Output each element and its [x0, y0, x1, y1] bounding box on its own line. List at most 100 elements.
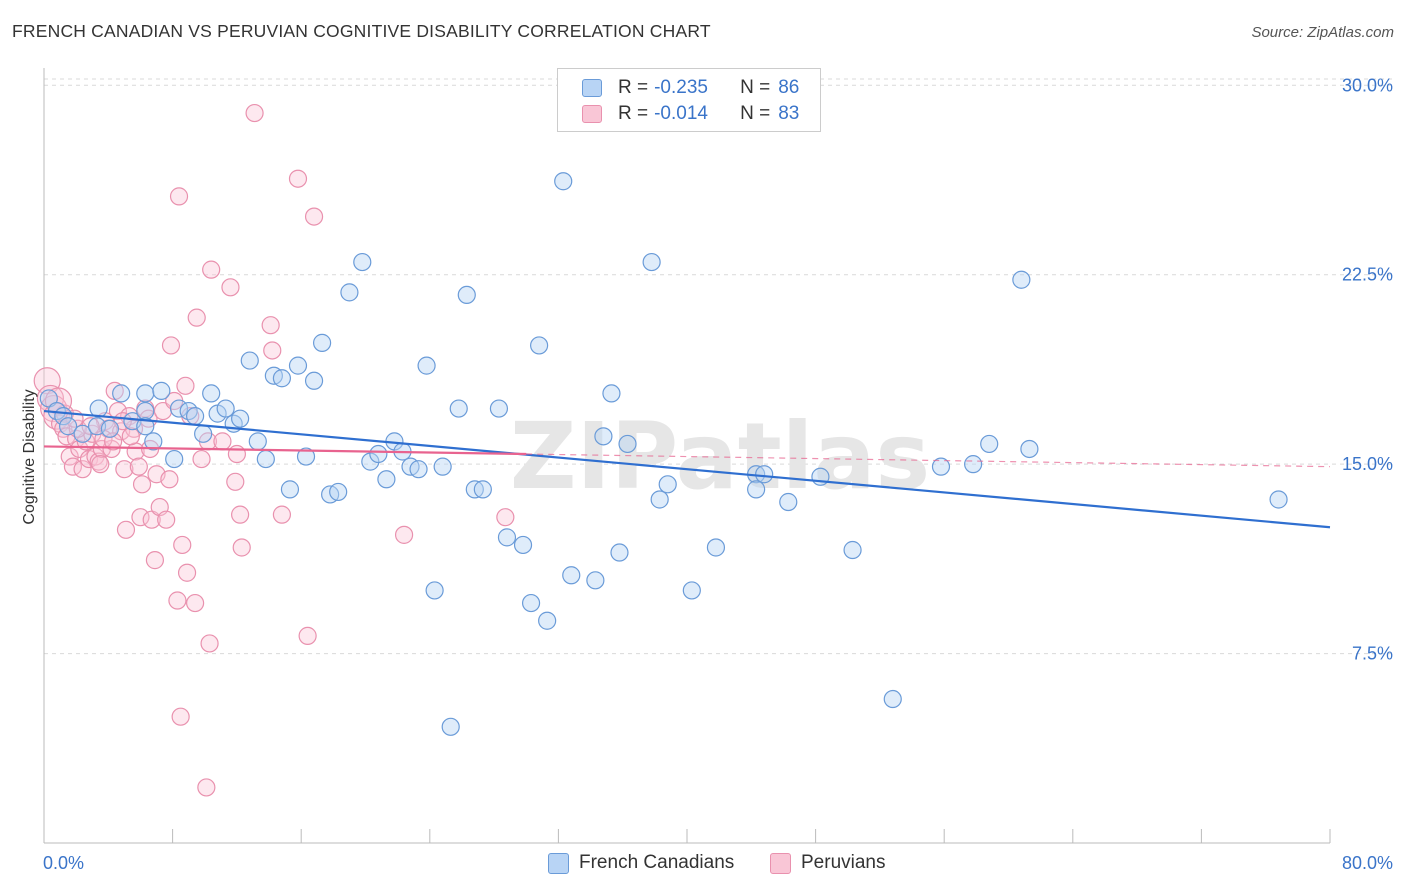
french-canadian-point [202, 384, 221, 403]
french-canadian-point [489, 399, 509, 418]
y-axis-label: Cognitive Disability [21, 389, 38, 524]
french-canadian-point [59, 417, 78, 436]
legend-swatch-blue [548, 852, 569, 874]
peruvian-point [221, 278, 240, 297]
peruvian-point [496, 508, 515, 527]
trend-line-peruvians [43, 445, 527, 456]
y-tick-label: 30.0% [1342, 75, 1393, 95]
peruvian-point [145, 551, 165, 570]
peruvian-point [115, 460, 134, 479]
french-canadian-point [136, 401, 155, 421]
french-canadian-point [610, 543, 629, 562]
french-canadian-point [530, 336, 549, 355]
peruvian-point [116, 520, 136, 539]
legend-item-french-canadians: French Canadians [548, 852, 734, 874]
peruvian-point [226, 472, 245, 491]
french-canadian-point [280, 480, 300, 499]
french-canadian-point [457, 285, 476, 304]
french-canadian-point [136, 417, 155, 436]
peruvian-point [245, 103, 264, 123]
french-canadian-point [186, 407, 205, 426]
french-canadian-point [755, 465, 774, 484]
french-canadian-point [369, 444, 388, 464]
peruvian-point [186, 593, 205, 613]
peruvian-point [121, 427, 140, 446]
watermark: ZIPatlas [510, 403, 930, 510]
french-canadian-point [1012, 270, 1031, 289]
data-points [33, 86, 1288, 797]
peruvian-point [202, 260, 221, 279]
source-label: Source: ZipAtlas.com [1251, 24, 1394, 41]
legend-label: French Canadians [579, 852, 735, 873]
french-canadian-point [602, 384, 621, 403]
peruvian-point [200, 634, 219, 653]
n-label: N = [740, 77, 771, 98]
r-label: R = [618, 77, 649, 98]
french-canadian-point [304, 371, 324, 390]
french-canadian-point [931, 457, 951, 476]
peruvian-point [160, 470, 179, 489]
peruvian-point [73, 460, 92, 479]
french-canadian-point [433, 457, 452, 476]
peruvian-point [60, 447, 79, 466]
french-canadian-point [658, 475, 677, 494]
french-canadian-point [521, 593, 541, 613]
x-tick-label: 80.0% [1342, 853, 1393, 873]
french-canadian-point [248, 432, 267, 451]
legend-row-french-canadians: R = -0.235 N = 86 [582, 77, 799, 99]
peruvian-point [171, 707, 190, 726]
french-canadian-point [73, 424, 92, 443]
peruvian-point [173, 535, 192, 555]
french-canadian-point [296, 447, 316, 466]
french-canadian-point [747, 480, 766, 499]
french-canadian-point [231, 409, 250, 428]
french-canadian-point [312, 333, 332, 352]
french-canadian-point [165, 449, 184, 469]
french-canadian-point [964, 455, 983, 474]
french-canadian-point [682, 581, 701, 600]
peruvian-point [272, 505, 292, 524]
peruvian-point [161, 336, 181, 355]
peruvian-point [263, 341, 282, 360]
french-canadian-point [594, 427, 613, 446]
french-canadian-point [216, 399, 235, 418]
french-canadian-point [240, 351, 259, 370]
french-canadian-point [980, 434, 999, 454]
french-canadian-point [144, 432, 163, 451]
french-canadian-point [706, 538, 726, 557]
peruvian-point [177, 563, 197, 582]
french-canadian-point [194, 424, 213, 443]
legend-swatch-blue [582, 79, 602, 97]
n-value: 86 [778, 77, 800, 98]
peruvian-point [394, 525, 414, 544]
peruvian-point [108, 401, 128, 421]
french-canadian-point [1020, 439, 1039, 459]
french-canadian-point [538, 611, 557, 630]
n-label: N = [740, 103, 771, 124]
peruvian-point [129, 457, 148, 476]
peruvian-point [132, 475, 152, 494]
french-canadian-point [473, 480, 492, 499]
french-canadian-point [417, 356, 436, 375]
french-canadian-point [425, 581, 444, 600]
correlation-legend: R = -0.235 N = 86 R = -0.014 N = 83 [557, 68, 821, 132]
french-canadian-point [256, 449, 275, 469]
peruvian-point [231, 505, 250, 524]
peruvian-point [91, 455, 110, 474]
legend-row-peruvians: R = -0.014 N = 83 [582, 103, 799, 125]
r-label: R = [618, 103, 649, 124]
legend-item-peruvians: Peruvians [770, 852, 886, 874]
peruvian-point [197, 778, 216, 797]
french-canadian-point [377, 470, 396, 489]
axes [43, 68, 1331, 844]
trend-line-peruvians-extension [526, 453, 1331, 468]
french-canadian-point [441, 717, 460, 736]
y-tick-label: 7.5% [1352, 644, 1393, 664]
french-canadian-point [562, 566, 581, 585]
peruvian-point [261, 316, 280, 335]
peruvian-point [298, 626, 317, 645]
french-canadian-point [288, 356, 308, 375]
french-canadian-point [340, 283, 359, 302]
french-canadian-point [642, 252, 661, 272]
